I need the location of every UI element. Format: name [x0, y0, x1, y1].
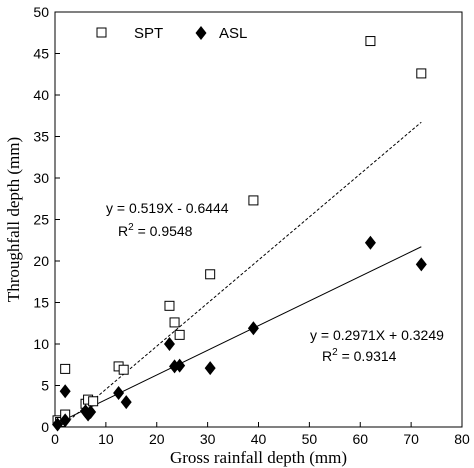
spt-point	[88, 396, 99, 407]
spt-fit-line	[60, 121, 422, 428]
spt-point	[118, 364, 129, 375]
legend: SPT ASL	[96, 25, 247, 42]
x-axis-title: Gross rainfall depth (mm)	[170, 448, 347, 467]
spt-point	[169, 317, 180, 328]
asl-r2-exponent: 2	[332, 347, 338, 358]
asl-point	[163, 337, 175, 351]
y-axis-title: Throughfall depth (mm)	[4, 137, 23, 302]
asl-point	[364, 235, 376, 250]
asl-point	[174, 358, 186, 373]
fit-lines	[54, 121, 422, 428]
spt-point	[416, 68, 427, 79]
asl-point	[113, 385, 125, 400]
asl-fit-r2: R2 = 0.9314	[322, 347, 397, 364]
data-points	[52, 36, 427, 432]
spt-point	[248, 195, 259, 206]
y-tick-label: 25	[33, 212, 49, 228]
legend-asl-label: ASL	[219, 25, 247, 42]
legend-asl-marker	[195, 26, 207, 40]
y-tick-label: 15	[33, 295, 49, 311]
spt-fit-r2: R2 = 0.9548	[118, 222, 193, 239]
spt-point	[205, 269, 216, 280]
asl-point	[247, 321, 259, 336]
x-tick-label: 40	[251, 431, 267, 447]
asl-point	[120, 395, 132, 410]
spt-point	[174, 329, 185, 340]
x-tick-label: 50	[302, 431, 318, 447]
y-tick-label: 50	[33, 4, 49, 20]
x-tick-label: 60	[352, 431, 368, 447]
y-tick-label: 10	[33, 336, 49, 352]
asl-fit-equation: y = 0.2971X + 0.3249	[310, 327, 444, 343]
asl-r2-value: = 0.9314	[338, 348, 397, 364]
x-axis: 0 10 20 30 40 50 60 70 80	[51, 422, 470, 447]
asl-point	[59, 384, 71, 399]
y-tick-label: 35	[33, 129, 49, 145]
y-tick-label: 0	[41, 419, 49, 435]
y-tick-label: 20	[33, 253, 49, 269]
x-tick-label: 10	[98, 431, 114, 447]
spt-r2-label: R	[118, 223, 128, 239]
y-tick-label: 5	[41, 378, 49, 394]
x-tick-label: 20	[149, 431, 165, 447]
y-axis: 0 5 10 15 20 25 30 35 40 45 50	[33, 4, 60, 435]
spt-point	[60, 363, 71, 374]
x-tick-label: 0	[51, 431, 59, 447]
spt-r2-exponent: 2	[128, 222, 134, 233]
x-tick-label: 80	[454, 431, 470, 447]
spt-fit-equation: y = 0.519X - 0.6444	[106, 200, 229, 216]
x-tick-label: 70	[403, 431, 419, 447]
asl-point	[59, 413, 71, 428]
asl-point	[415, 257, 427, 272]
y-tick-label: 40	[33, 87, 49, 103]
spt-point	[164, 300, 175, 311]
x-tick-label: 30	[200, 431, 216, 447]
asl-point	[85, 405, 97, 420]
y-tick-label: 45	[33, 46, 49, 62]
spt-r2-value: = 0.9548	[134, 223, 193, 239]
legend-spt-marker	[96, 27, 107, 38]
y-tick-label: 30	[33, 170, 49, 186]
asl-point	[204, 361, 216, 376]
spt-point	[365, 36, 376, 47]
fit-annotations: y = 0.519X - 0.6444 R2 = 0.9548 y = 0.29…	[106, 200, 444, 364]
legend-spt-label: SPT	[134, 25, 163, 42]
asl-r2-label: R	[322, 348, 332, 364]
